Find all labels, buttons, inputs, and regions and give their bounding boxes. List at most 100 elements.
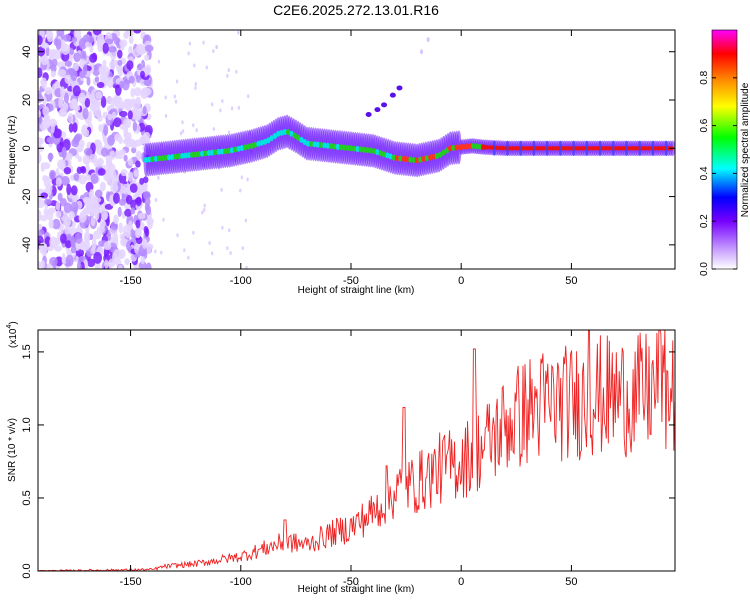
snr-y-ticks: 0.0 0.5 1.0 1.5 (21, 344, 675, 579)
noise-blob (126, 60, 134, 70)
ridge-core (259, 139, 264, 146)
noise-blob (38, 93, 44, 103)
noise-blob (38, 261, 42, 269)
sparse-speckle (221, 225, 224, 230)
ridge-core (223, 148, 228, 155)
noise-blob (50, 200, 58, 207)
colorbar-tick-label: 0.6 (699, 118, 710, 132)
noise-blob (108, 258, 116, 268)
sparse-speckle (193, 63, 196, 68)
ridge-core (375, 149, 380, 156)
sparse-speckle (226, 246, 229, 251)
noise-blob (41, 162, 51, 170)
noise-blob (63, 202, 72, 214)
noise-blob (123, 98, 133, 106)
noise-blob (133, 112, 142, 121)
noise-blob (91, 237, 97, 250)
noise-blob (73, 30, 82, 40)
sparse-speckle (194, 82, 198, 87)
noise-blob (38, 35, 43, 46)
sparse-speckle (175, 79, 179, 84)
noise-blob (106, 76, 114, 89)
noise-blob (48, 219, 54, 229)
snr-y-tick-label: 1.0 (21, 417, 33, 432)
branch-blob (374, 107, 381, 113)
sparse-speckle (219, 108, 222, 113)
noise-blob (142, 105, 147, 115)
ridge-core (467, 143, 473, 150)
sparse-speckle (173, 94, 177, 99)
sparse-speckle (174, 99, 178, 104)
snr-y-tick-label: 0.0 (21, 563, 33, 578)
noise-blob (142, 87, 152, 96)
ridge-core (573, 146, 579, 151)
ridge-core (567, 146, 572, 151)
noise-blob (70, 245, 77, 254)
ridge-core (606, 146, 612, 151)
noise-blob (128, 35, 134, 44)
noise-blob (50, 123, 55, 134)
ridge-core (616, 146, 621, 151)
noise-blob (119, 123, 128, 130)
ridge-core (626, 146, 631, 151)
noise-blob (82, 196, 91, 204)
noise-blob (105, 156, 113, 168)
noise-blob (83, 147, 93, 156)
noise-blob (113, 249, 122, 258)
noise-blob (78, 139, 85, 148)
spectrogram-x-label: Height of straight line (km) (298, 285, 415, 296)
ridge-core (580, 146, 585, 151)
sparse-speckle (176, 233, 179, 238)
noise-blob (128, 45, 133, 56)
noise-blob (141, 238, 147, 249)
noise-blob (80, 166, 87, 174)
noise-blob (103, 124, 109, 136)
snr-y-tick-label: 0.5 (21, 490, 33, 505)
ridge-core (242, 144, 248, 151)
sparse-speckle (237, 30, 240, 35)
noise-blob (90, 216, 96, 227)
ridge-core (200, 150, 205, 157)
ridge-core (497, 145, 502, 151)
ridge-core (305, 140, 311, 147)
noise-blob (144, 44, 154, 52)
colorbar: 0.0 0.2 0.4 0.6 0.8 Normalized spectral ampl… (699, 29, 750, 276)
noise-blob (99, 219, 106, 229)
noise-blob (123, 31, 129, 40)
sparse-speckle (240, 175, 244, 180)
ridge-core (239, 145, 245, 152)
spectrogram-y-tick-label: 0 (21, 145, 33, 151)
noise-blob (64, 60, 72, 67)
spectrogram-x-tick-label: -100 (230, 275, 252, 287)
noise-blob (44, 87, 53, 95)
noise-blob (113, 214, 119, 225)
noise-blob (73, 52, 81, 63)
sparse-speckle (203, 203, 206, 208)
noise-blob (58, 97, 64, 109)
ridge-core (252, 141, 258, 148)
ridge-core (537, 146, 542, 151)
ridge-side-tick (506, 141, 509, 156)
sparse-speckle (183, 248, 186, 253)
spectrogram-y-tick-label: -20 (21, 189, 33, 205)
ridge-core (590, 146, 595, 151)
spectrogram-x-tick-label: -150 (120, 275, 142, 287)
ridge-core (652, 146, 658, 151)
ridge-core (464, 143, 469, 150)
noise-blob (70, 201, 79, 214)
noise-blob (55, 168, 60, 178)
ridge-core (444, 147, 450, 154)
noise-blob (95, 91, 103, 100)
ridge-core (272, 132, 278, 139)
noise-blob (110, 97, 115, 110)
snr-x-tick-label: 0 (458, 576, 464, 588)
ridge-core (619, 146, 625, 151)
noise-blob (102, 42, 109, 54)
noise-blob (100, 96, 107, 108)
ridge-core (593, 146, 598, 151)
noise-blob (78, 92, 86, 104)
noise-blob (73, 173, 80, 182)
noise-blob (143, 131, 150, 139)
sparse-speckle (154, 198, 158, 203)
ridge-core (213, 149, 218, 156)
